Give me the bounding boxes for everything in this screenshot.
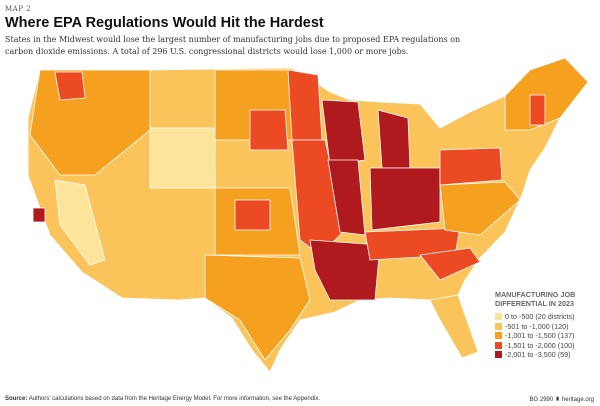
region-california-north — [54, 179, 106, 266]
region-kansas — [234, 199, 271, 231]
legend-item: 0 to -500 (20 districts) — [495, 312, 595, 322]
region-carolinas — [419, 247, 481, 281]
region-washington — [54, 71, 86, 101]
subtitle: States in the Midwest would lose the lar… — [5, 35, 461, 56]
legend-title: MANUFACTURING JOB DIFFERENTIAL IN 2023 — [495, 290, 576, 308]
legend-swatch — [495, 351, 502, 359]
legend-swatch — [495, 341, 502, 349]
report-code: BG 2990 — [529, 397, 554, 403]
legend-swatch — [495, 313, 502, 321]
source-note: Source: Authors' calculations based on d… — [5, 396, 320, 402]
region-la-area — [32, 207, 46, 223]
region-wyoming — [149, 127, 216, 189]
region-indiana-ohio — [369, 167, 441, 231]
legend-item: -501 to -1,000 (120) — [495, 322, 595, 332]
legend-item: -2,001 to -3,500 (59) — [495, 350, 595, 360]
region-new-england — [504, 57, 589, 131]
legend-item: -1,501 to -2,000 (100) — [495, 341, 595, 351]
source-label: Source: — [5, 396, 28, 402]
legend-label: 0 to -500 (20 districts) — [505, 312, 575, 322]
legend-item: -1,001 to -1,500 (137) — [495, 331, 595, 341]
legend-label: -1,501 to -2,000 (100) — [505, 340, 575, 350]
legend-swatch — [495, 332, 502, 340]
region-michigan — [377, 109, 411, 169]
legend-label: -501 to -1,000 (120) — [505, 321, 569, 331]
region-florida — [429, 294, 479, 359]
region-sd — [249, 109, 289, 151]
site-link[interactable]: heritage.org — [561, 397, 594, 403]
region-minnesota — [287, 69, 323, 141]
heritage-logo-icon: ♜ — [554, 397, 561, 403]
region-pennsylvania — [439, 147, 503, 186]
figure-label: MAP 2 — [5, 5, 32, 13]
region-texas — [204, 254, 311, 361]
region-appalachia — [439, 181, 521, 236]
source-text: Authors' calculations based on data from… — [28, 396, 320, 402]
legend-label: -2,001 to -3,500 (59) — [505, 350, 571, 360]
legend-label: -1,001 to -1,500 (137) — [505, 331, 575, 341]
region-wisconsin — [321, 99, 366, 166]
region-new-hampshire — [529, 94, 546, 126]
map-legend: MANUFACTURING JOB DIFFERENTIAL IN 2023 0… — [495, 290, 595, 360]
page-title: Where EPA Regulations Would Hit the Hard… — [5, 15, 324, 31]
footer-credit: BG 2990 ♜ heritage.org — [530, 396, 594, 403]
legend-swatch — [495, 322, 502, 330]
region-illinois — [327, 159, 366, 236]
